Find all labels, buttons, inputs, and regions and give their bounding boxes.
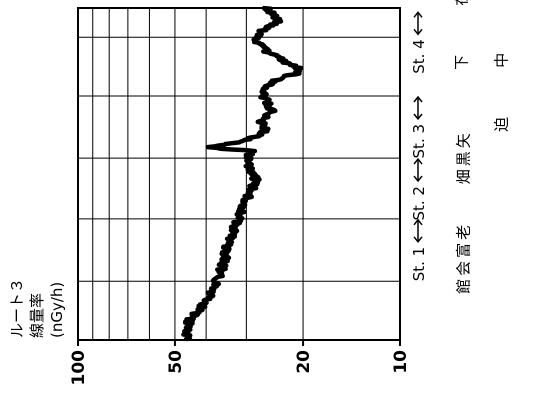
station-arrow-head	[413, 95, 423, 103]
grid-lines	[77, 7, 401, 341]
station-label: St. 2	[410, 186, 428, 220]
station-arrow-head	[413, 175, 423, 183]
location-label-char: 迫	[493, 117, 511, 132]
location-label-char: 矢	[455, 133, 473, 148]
location-label-char: 黒	[455, 151, 473, 166]
ylabel-route: ルート３	[8, 278, 26, 338]
ylabel-quantity: 線量率	[28, 293, 46, 338]
station-label: St. 1	[410, 247, 428, 281]
station-arrow-head	[413, 157, 423, 165]
station-arrow-head	[413, 113, 423, 121]
y-tick-label: 10	[391, 350, 411, 374]
location-label-char: 畑	[455, 169, 473, 184]
location-label-char: 下	[453, 55, 471, 70]
station-arrow-head	[413, 11, 423, 18]
plot-frame	[77, 7, 401, 341]
station-arrow-head	[413, 236, 423, 244]
location-label-char: 在	[453, 0, 471, 6]
y-tick-labels: 100 50 20 10	[69, 340, 411, 386]
location-label-char: 富	[455, 243, 473, 258]
y-tick-label: 100	[69, 350, 89, 386]
series-layer	[181, 5, 304, 342]
station-arrow-head	[413, 218, 423, 226]
y-axis-title: ルート３ 線量率 (nGy/h)	[8, 278, 66, 338]
station-label: St. 3	[410, 124, 428, 158]
y-tick-label: 50	[166, 350, 186, 374]
location-label-char: 中	[493, 53, 511, 68]
station-arrow-head	[413, 28, 423, 36]
dose-rate-series-line	[181, 5, 304, 342]
station-label: St. 4	[410, 39, 428, 73]
location-label-char: 会	[455, 261, 473, 276]
location-label-char: 館	[455, 279, 473, 294]
ylabel-unit: (nGy/h)	[48, 282, 66, 338]
y-tick-label: 20	[294, 350, 314, 374]
location-label-char: 老	[455, 225, 473, 240]
station-markers: St. 1 St. 2 St. 3 St. 4	[410, 11, 428, 281]
